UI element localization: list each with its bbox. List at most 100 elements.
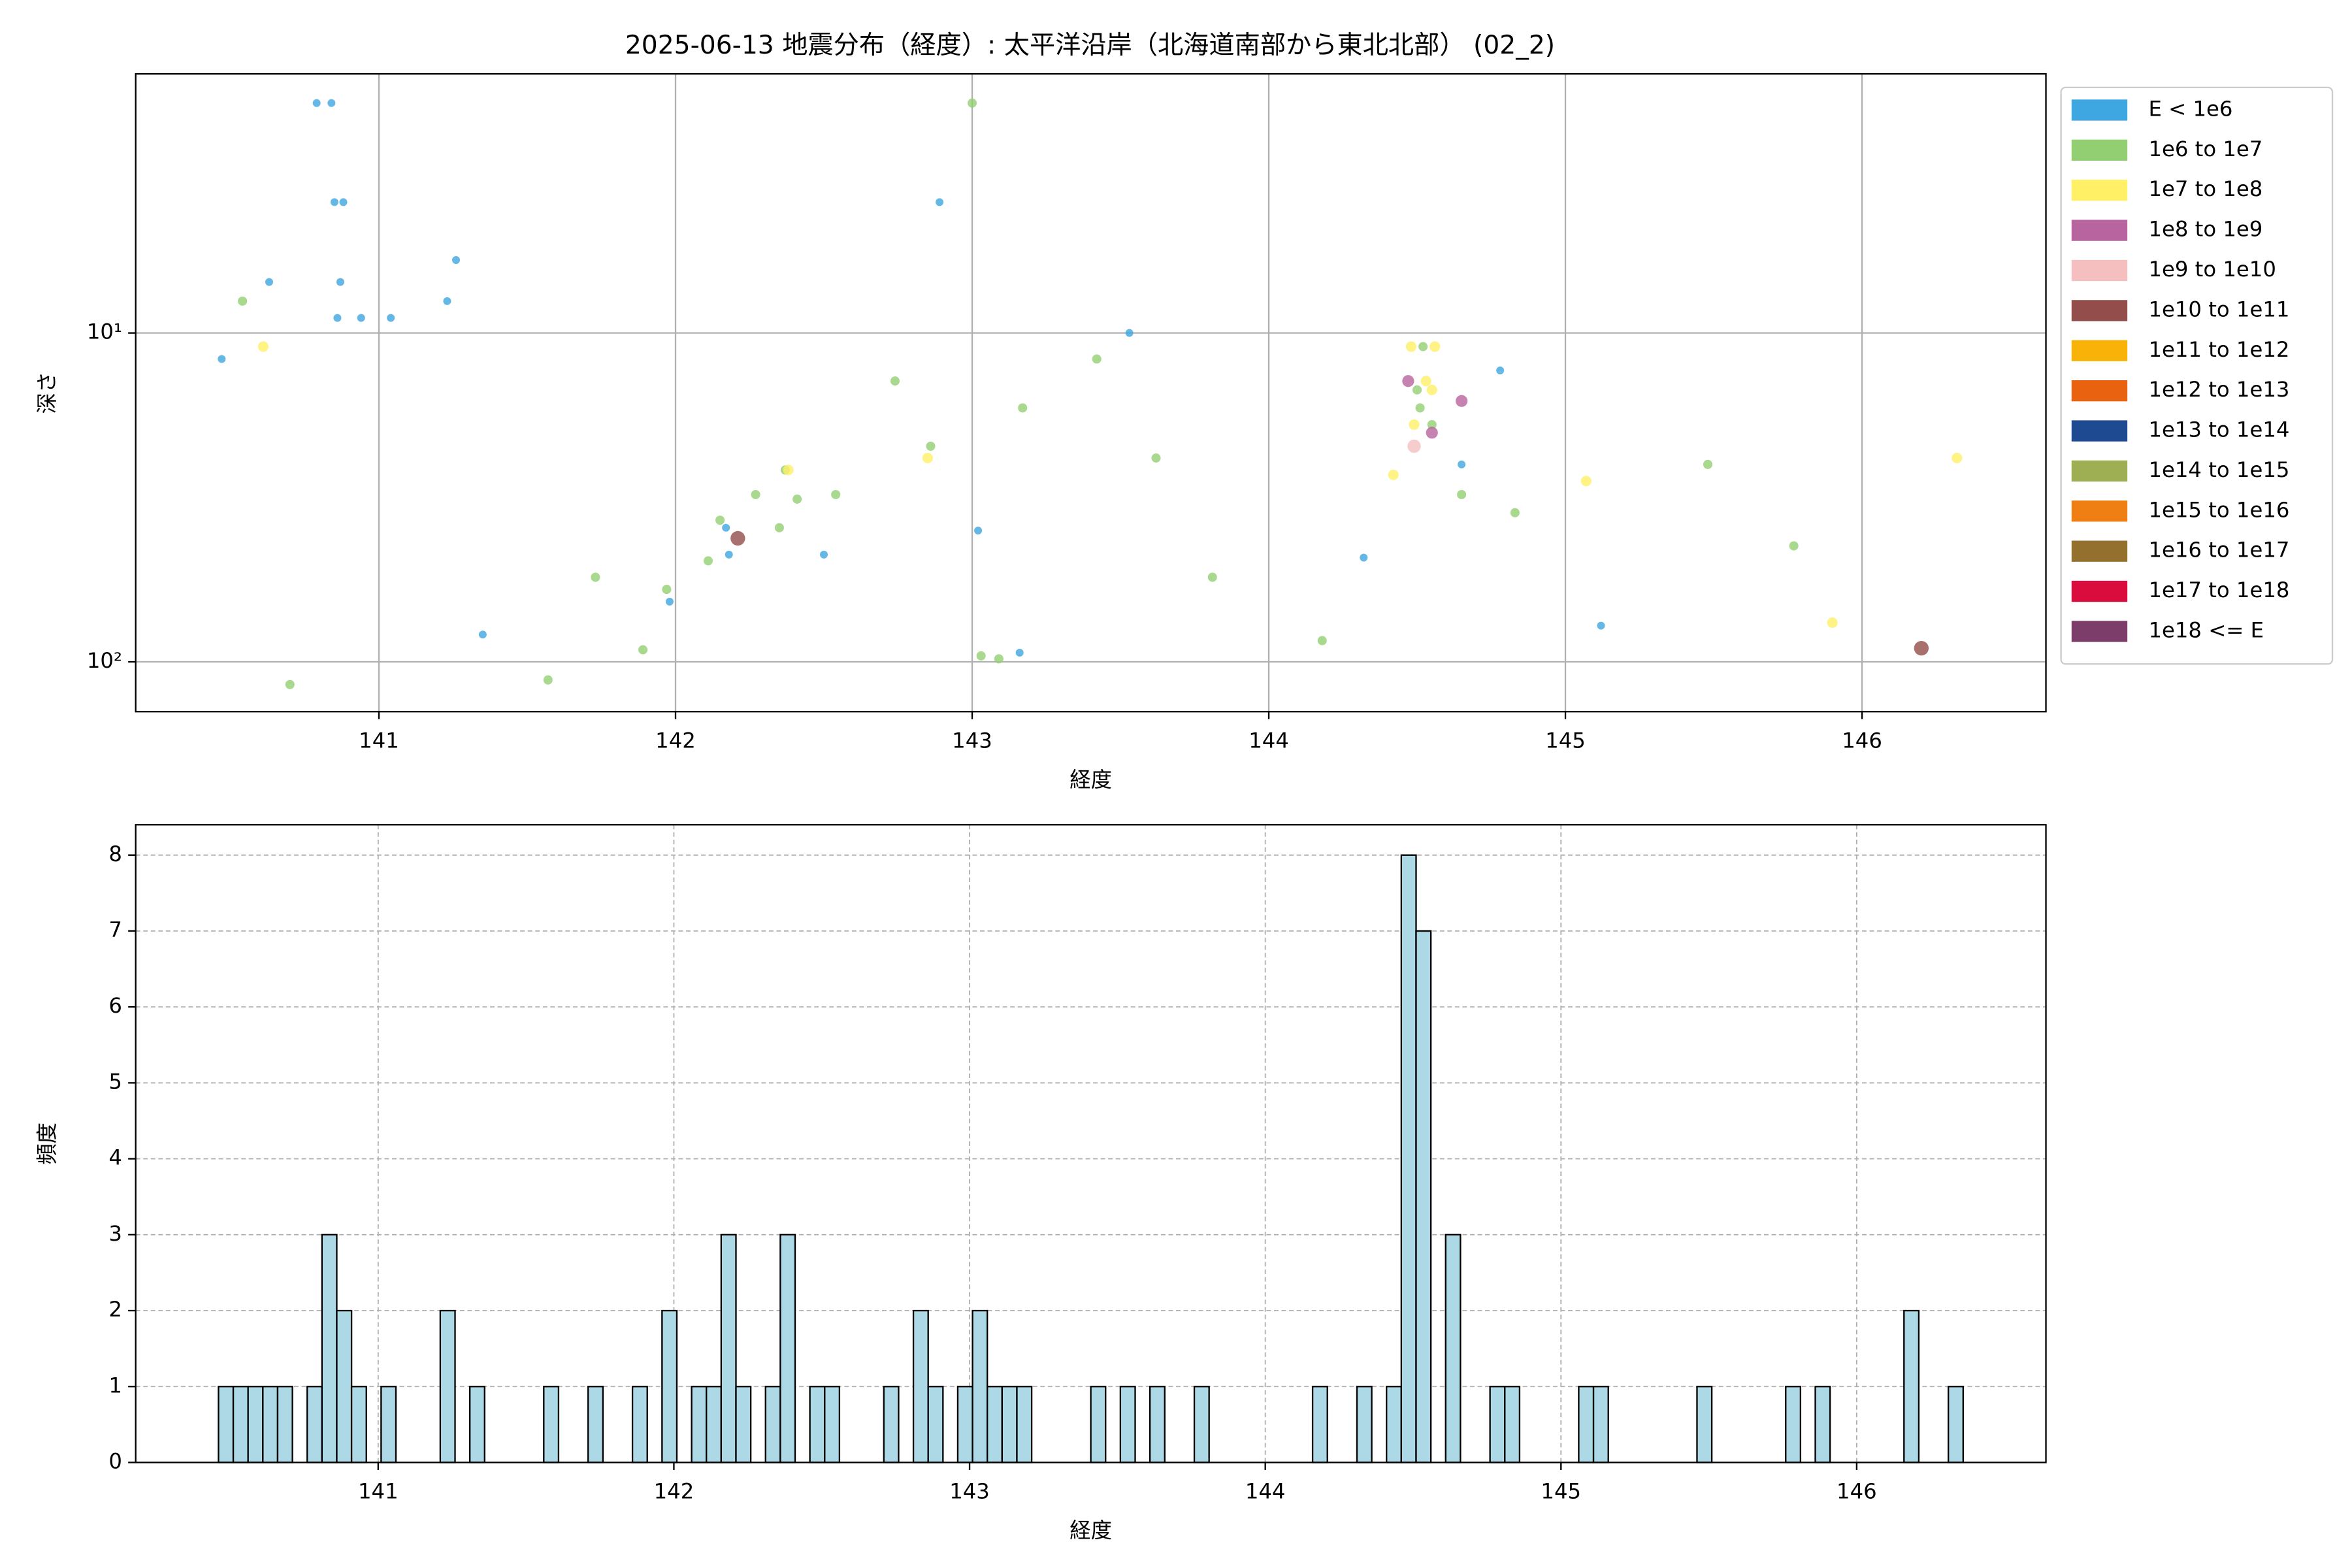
y-axis-label: 深さ (35, 372, 59, 414)
legend-swatch (2071, 621, 2128, 642)
histogram-bar (1356, 1386, 1373, 1463)
histogram-bar (1948, 1386, 1964, 1463)
data-point (665, 597, 674, 606)
y-tick-label: 10¹ (87, 319, 122, 344)
data-point (936, 198, 944, 206)
histogram-bar (764, 1386, 781, 1463)
data-point (218, 355, 226, 363)
histogram-bar (247, 1386, 264, 1463)
histogram-bar (276, 1386, 293, 1463)
legend-label: 1e12 to 1e13 (2148, 377, 2289, 402)
data-point (974, 527, 983, 535)
y-tick-label: 5 (108, 1069, 122, 1094)
legend-label: 1e11 to 1e12 (2148, 337, 2289, 362)
histogram-bar (1445, 1233, 1462, 1463)
legend-label: 1e15 to 1e16 (2148, 497, 2289, 522)
histogram-bar (336, 1309, 353, 1463)
data-point (1914, 640, 1929, 656)
data-point (1405, 341, 1417, 352)
x-tick-label: 146 (1842, 728, 1882, 753)
legend-label: 1e10 to 1e11 (2148, 297, 2289, 321)
x-tick-label: 142 (655, 728, 696, 753)
histogram-bar (720, 1233, 737, 1463)
legend-label: 1e6 to 1e7 (2148, 137, 2262, 161)
data-point (722, 523, 730, 532)
x-tick-label: 144 (1245, 1479, 1286, 1504)
x-tick-label: 143 (952, 728, 992, 753)
histogram-bar (543, 1386, 560, 1463)
legend-swatch (2071, 380, 2128, 402)
data-point (327, 99, 336, 107)
data-point (339, 198, 348, 206)
legend-label: 1e9 to 1e10 (2148, 257, 2276, 282)
histogram-bar (1386, 1386, 1403, 1463)
legend-swatch (2071, 340, 2128, 361)
data-point (1415, 403, 1425, 413)
data-point (257, 341, 269, 352)
y-axis-label: 頻度 (35, 1122, 59, 1165)
histogram-bar (468, 1386, 485, 1463)
legend-label: 1e16 to 1e17 (2148, 538, 2289, 563)
data-point (357, 314, 365, 322)
histogram-bar (912, 1309, 929, 1463)
histogram-bar (1149, 1386, 1166, 1463)
data-point (1407, 439, 1421, 453)
data-point (1360, 553, 1368, 562)
data-point (922, 452, 933, 464)
histogram-bar (824, 1386, 841, 1463)
y-tick-label: 3 (108, 1221, 122, 1246)
chart-title: 2025-06-13 地震分布（経度）: 太平洋沿岸（北海道南部から東北北部） … (625, 31, 1555, 60)
legend-swatch (2071, 460, 2128, 482)
x-tick-label: 146 (1837, 1479, 1877, 1504)
data-point (443, 297, 451, 305)
data-point (1458, 460, 1466, 468)
data-point (792, 494, 802, 504)
data-point (336, 278, 344, 286)
data-point (1018, 403, 1028, 413)
legend-swatch (2071, 220, 2128, 241)
histogram-bar (956, 1386, 973, 1463)
data-point (238, 296, 248, 306)
data-point (265, 278, 273, 286)
data-point (1409, 419, 1420, 431)
data-point (1703, 459, 1713, 469)
histogram-bar (1578, 1386, 1595, 1463)
data-point (285, 679, 295, 689)
histogram-bar (350, 1386, 367, 1463)
data-point (1317, 636, 1327, 645)
data-point (1388, 469, 1399, 480)
y-tick-label: 0 (108, 1448, 122, 1473)
histogram-bar (1696, 1386, 1713, 1463)
data-point (994, 654, 1004, 664)
data-point (1420, 376, 1431, 387)
legend-label: 1e18 <= E (2148, 617, 2264, 642)
histogram-bar (439, 1309, 456, 1463)
histogram-bar (232, 1386, 249, 1463)
histogram-bar (631, 1386, 648, 1463)
data-point (783, 465, 794, 476)
data-point (1427, 419, 1437, 430)
y-tick-label: 6 (108, 993, 122, 1018)
data-point (543, 675, 553, 685)
legend-swatch (2071, 540, 2128, 562)
x-axis-label: 経度 (1070, 1518, 1112, 1543)
data-point (1456, 395, 1468, 407)
histogram-bar (1592, 1386, 1609, 1463)
histogram-bar (883, 1386, 900, 1463)
histogram-bar (218, 1386, 235, 1463)
data-point (1418, 342, 1428, 351)
data-point (1207, 572, 1217, 582)
data-point (1496, 367, 1505, 375)
legend-swatch (2071, 580, 2128, 602)
data-point (1151, 453, 1161, 463)
data-point (703, 556, 713, 566)
histogram-bar (1090, 1386, 1107, 1463)
data-point (1426, 427, 1438, 439)
histogram-bar (1489, 1386, 1506, 1463)
data-point (890, 376, 900, 386)
data-point (751, 489, 760, 500)
data-point (725, 550, 733, 559)
x-tick-label: 143 (949, 1479, 990, 1504)
data-point (333, 314, 342, 322)
